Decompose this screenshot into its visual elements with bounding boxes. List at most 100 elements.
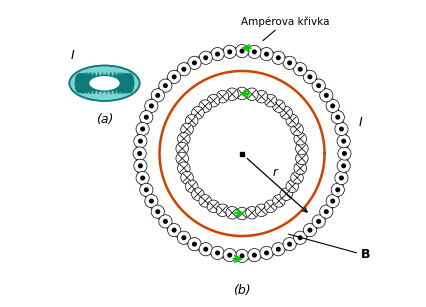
Ellipse shape <box>113 75 117 94</box>
Ellipse shape <box>119 73 125 91</box>
Ellipse shape <box>89 75 121 91</box>
Circle shape <box>273 100 285 112</box>
Circle shape <box>260 48 273 61</box>
Circle shape <box>248 249 261 262</box>
Circle shape <box>337 159 350 173</box>
Circle shape <box>134 134 147 148</box>
Circle shape <box>341 163 346 168</box>
Circle shape <box>331 111 344 124</box>
Circle shape <box>339 126 344 131</box>
Circle shape <box>335 122 348 136</box>
Circle shape <box>330 199 335 204</box>
Circle shape <box>181 67 187 72</box>
Circle shape <box>155 209 160 214</box>
Circle shape <box>312 79 325 92</box>
Circle shape <box>215 251 220 255</box>
Circle shape <box>308 74 312 80</box>
Circle shape <box>140 176 145 181</box>
Ellipse shape <box>123 75 131 93</box>
Circle shape <box>335 171 348 185</box>
Ellipse shape <box>81 73 88 91</box>
Circle shape <box>265 200 277 212</box>
Ellipse shape <box>75 74 83 93</box>
Circle shape <box>294 162 307 174</box>
Circle shape <box>185 180 198 192</box>
Ellipse shape <box>75 74 83 92</box>
Ellipse shape <box>76 73 84 92</box>
Circle shape <box>287 60 292 65</box>
Ellipse shape <box>126 74 134 92</box>
Circle shape <box>215 52 220 56</box>
Circle shape <box>291 123 303 136</box>
Circle shape <box>203 55 208 60</box>
Text: $\mathbf{B}$: $\mathbf{B}$ <box>360 248 370 261</box>
Ellipse shape <box>109 75 112 94</box>
Ellipse shape <box>88 73 93 91</box>
Circle shape <box>216 91 229 103</box>
Ellipse shape <box>121 75 128 93</box>
Ellipse shape <box>125 74 132 93</box>
Circle shape <box>216 204 229 216</box>
Circle shape <box>199 243 212 256</box>
Circle shape <box>199 100 211 112</box>
Circle shape <box>303 70 317 84</box>
Ellipse shape <box>88 75 93 94</box>
Circle shape <box>181 123 193 136</box>
Text: r: r <box>273 166 277 179</box>
Ellipse shape <box>116 75 121 94</box>
Ellipse shape <box>97 72 100 91</box>
Circle shape <box>308 227 312 233</box>
Circle shape <box>335 187 340 192</box>
Ellipse shape <box>123 73 131 92</box>
Circle shape <box>211 246 224 259</box>
Circle shape <box>236 45 249 58</box>
Circle shape <box>163 219 168 224</box>
Circle shape <box>294 133 307 145</box>
Circle shape <box>145 99 158 113</box>
Circle shape <box>140 183 153 196</box>
Circle shape <box>296 152 308 165</box>
Circle shape <box>203 247 208 252</box>
Circle shape <box>252 49 257 54</box>
Circle shape <box>188 238 201 251</box>
Ellipse shape <box>102 75 103 94</box>
Ellipse shape <box>92 75 96 94</box>
Ellipse shape <box>84 75 90 94</box>
Circle shape <box>265 95 277 107</box>
Circle shape <box>134 159 147 173</box>
Ellipse shape <box>126 74 134 93</box>
Circle shape <box>341 139 346 144</box>
Circle shape <box>255 204 268 216</box>
Circle shape <box>239 49 245 54</box>
Circle shape <box>163 83 168 88</box>
Circle shape <box>140 126 145 131</box>
Circle shape <box>167 223 181 237</box>
Circle shape <box>136 171 149 185</box>
Circle shape <box>339 176 344 181</box>
Circle shape <box>272 243 285 256</box>
Circle shape <box>226 207 239 219</box>
Circle shape <box>192 107 204 119</box>
Text: I: I <box>71 49 74 62</box>
Circle shape <box>276 247 281 252</box>
Circle shape <box>172 74 177 80</box>
Circle shape <box>291 171 303 184</box>
Ellipse shape <box>126 74 134 92</box>
Circle shape <box>159 215 172 228</box>
Circle shape <box>260 246 273 259</box>
Circle shape <box>144 115 149 120</box>
Circle shape <box>316 219 321 224</box>
Ellipse shape <box>97 75 100 94</box>
Ellipse shape <box>75 74 83 92</box>
Circle shape <box>145 194 158 208</box>
Circle shape <box>246 207 258 219</box>
Circle shape <box>296 142 308 155</box>
Circle shape <box>177 63 190 76</box>
Circle shape <box>236 87 248 100</box>
Ellipse shape <box>102 72 103 91</box>
Circle shape <box>286 180 299 192</box>
Ellipse shape <box>116 73 121 91</box>
Text: Ampérova křivka: Ampérova křivka <box>241 17 329 41</box>
Text: (a): (a) <box>96 113 113 126</box>
Circle shape <box>320 89 333 102</box>
